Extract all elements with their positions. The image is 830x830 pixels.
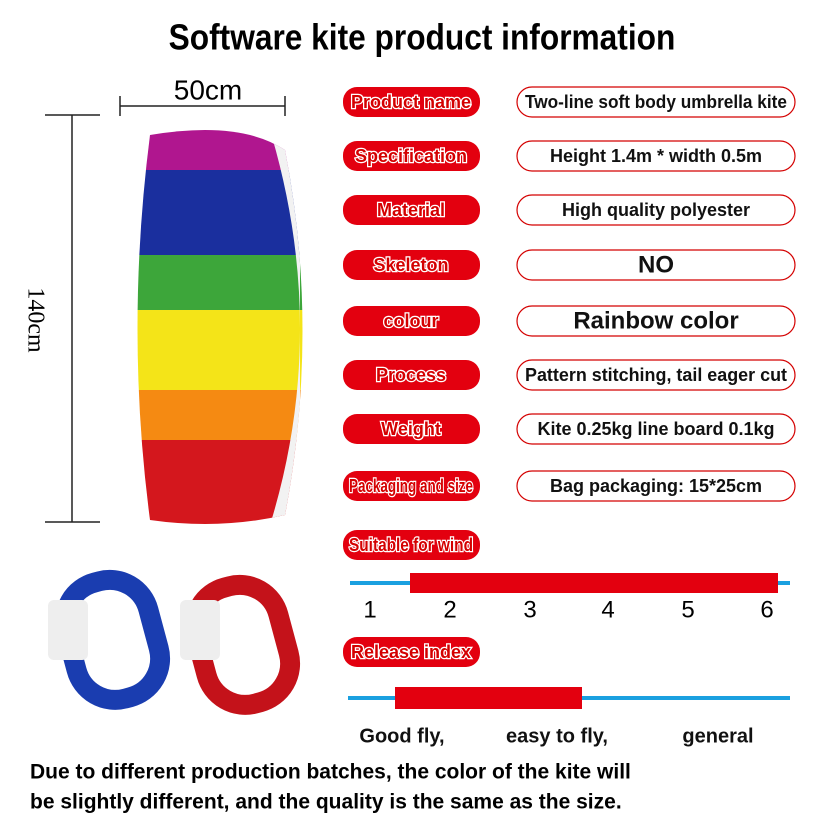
value-pill xyxy=(516,140,796,172)
label-pill xyxy=(343,306,480,336)
label-pill xyxy=(343,360,480,390)
label-text: Release index xyxy=(351,642,471,662)
footer-line: Due to different production batches, the… xyxy=(30,761,631,784)
wind-scale-label: 2 xyxy=(443,596,456,623)
value-pill xyxy=(516,470,796,502)
value-text: High quality polyester xyxy=(562,200,750,220)
wind-range-bar xyxy=(410,573,778,593)
height-label: 140cm xyxy=(22,287,48,353)
handles-image xyxy=(48,569,301,715)
value-text: NO xyxy=(638,251,674,278)
label-text: Weight xyxy=(381,419,441,439)
label-pill xyxy=(343,87,480,117)
wind-scale-label: 5 xyxy=(681,596,694,623)
value-pill xyxy=(516,305,796,337)
label-text: Specification xyxy=(355,146,467,166)
wind-scale-label: 4 xyxy=(601,596,614,623)
label-pill xyxy=(343,637,480,667)
value-pill xyxy=(516,359,796,391)
release-level: Good fly, xyxy=(359,725,444,747)
label-text: Packaging and size xyxy=(349,476,473,496)
value-text: Height 1.4m * width 0.5m xyxy=(550,146,762,166)
label-text: colour xyxy=(383,311,438,331)
value-text: Two-line soft body umbrella kite xyxy=(525,92,787,112)
release-level: general xyxy=(682,725,753,747)
value-text: Rainbow color xyxy=(573,307,738,334)
label-pill xyxy=(343,250,480,280)
label-text: Suitable for wind xyxy=(349,535,473,555)
label-pill xyxy=(343,414,480,444)
label-pill xyxy=(343,530,480,560)
label-text: Product name xyxy=(351,92,471,112)
release-level: easy to fly, xyxy=(506,725,608,747)
title: Software kite product information xyxy=(169,18,676,58)
wind-scale-label: 6 xyxy=(760,596,773,623)
value-pill xyxy=(516,249,796,281)
footer-line: be slightly different, and the quality i… xyxy=(30,791,622,814)
label-text: Process xyxy=(376,365,446,385)
kite-image xyxy=(137,130,303,524)
value-text: Kite 0.25kg line board 0.1kg xyxy=(537,419,774,439)
label-text: Skeleton xyxy=(373,255,448,275)
label-text: Material xyxy=(377,200,445,220)
release-bar xyxy=(395,687,582,709)
value-text: Bag packaging: 15*25cm xyxy=(550,476,762,496)
value-pill xyxy=(516,86,796,118)
value-pill xyxy=(516,194,796,226)
label-pill xyxy=(343,141,480,171)
dimensions xyxy=(45,96,286,523)
value-pill xyxy=(516,413,796,445)
wind-scale-label: 1 xyxy=(363,596,376,623)
label-pill xyxy=(343,471,480,501)
label-pill xyxy=(343,195,480,225)
width-label: 50cm xyxy=(174,74,242,105)
wind-scale-label: 3 xyxy=(523,596,536,623)
value-text: Pattern stitching, tail eager cut xyxy=(525,365,787,385)
